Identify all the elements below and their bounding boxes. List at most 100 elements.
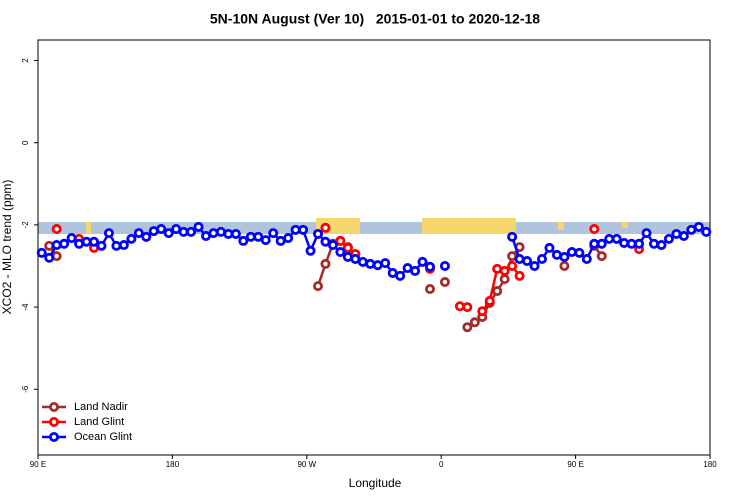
chart-title: 5N-10N August (Ver 10) 2015-01-01 to 202… bbox=[210, 11, 540, 27]
data-point bbox=[581, 254, 592, 265]
data-point bbox=[305, 245, 316, 256]
data-point bbox=[163, 228, 174, 239]
legend-label: Land Nadir bbox=[74, 401, 128, 413]
legend-marker bbox=[49, 401, 60, 412]
y-tick-label: -2 bbox=[21, 221, 30, 229]
data-point bbox=[126, 233, 137, 244]
data-point bbox=[477, 306, 488, 317]
data-point bbox=[619, 237, 630, 248]
data-point bbox=[320, 236, 331, 247]
data-point bbox=[186, 226, 197, 237]
y-tick-label: -6 bbox=[21, 385, 30, 393]
data-point bbox=[514, 270, 525, 281]
x-tick-label: 90 W bbox=[297, 460, 316, 469]
data-point bbox=[96, 240, 107, 251]
data-point bbox=[51, 240, 62, 251]
data-point bbox=[268, 228, 279, 239]
legend-marker bbox=[49, 416, 60, 427]
data-point bbox=[312, 228, 323, 239]
data-point bbox=[693, 221, 704, 232]
x-axis-label: Longitude bbox=[349, 476, 402, 490]
data-point bbox=[522, 256, 533, 267]
data-point bbox=[51, 224, 62, 235]
data-point bbox=[320, 222, 331, 233]
data-point bbox=[66, 233, 77, 244]
data-point bbox=[156, 224, 167, 235]
data-point bbox=[141, 231, 152, 242]
data-point bbox=[499, 265, 510, 276]
data-point bbox=[462, 302, 473, 313]
data-point bbox=[335, 235, 346, 246]
data-point bbox=[253, 231, 264, 242]
data-point bbox=[678, 230, 689, 241]
data-point bbox=[312, 281, 323, 292]
x-tick-label: 180 bbox=[703, 460, 717, 469]
x-tick-label: 180 bbox=[166, 460, 180, 469]
data-point bbox=[260, 235, 271, 246]
data-point bbox=[283, 233, 294, 244]
data-point bbox=[559, 260, 570, 271]
data-point bbox=[589, 224, 600, 235]
data-point bbox=[133, 228, 144, 239]
land-patch bbox=[558, 222, 564, 230]
data-point bbox=[417, 256, 428, 267]
legend-label: Ocean Glint bbox=[74, 431, 132, 443]
data-point bbox=[641, 228, 652, 239]
data-point bbox=[574, 247, 585, 258]
data-point bbox=[529, 260, 540, 271]
land-patch bbox=[86, 222, 91, 234]
data-point bbox=[111, 240, 122, 251]
data-point bbox=[611, 233, 622, 244]
data-point bbox=[36, 247, 47, 258]
data-point bbox=[335, 247, 346, 258]
data-point bbox=[320, 258, 331, 269]
data-point bbox=[663, 233, 674, 244]
y-tick-label: 2 bbox=[21, 58, 30, 63]
data-point bbox=[492, 286, 503, 297]
data-point bbox=[380, 258, 391, 269]
x-tick-label: 90 E bbox=[30, 460, 46, 469]
data-point bbox=[395, 270, 406, 281]
data-point bbox=[701, 226, 712, 237]
data-point bbox=[507, 231, 518, 242]
data-point bbox=[327, 240, 338, 251]
data-point bbox=[559, 251, 570, 262]
legend-label: Land Glint bbox=[74, 416, 124, 428]
data-point bbox=[439, 260, 450, 271]
y-axis-label: XCO2 - MLO trend (ppm) bbox=[0, 180, 14, 315]
data-point bbox=[208, 228, 219, 239]
data-point bbox=[596, 238, 607, 249]
data-point bbox=[649, 238, 660, 249]
data-point bbox=[596, 251, 607, 262]
data-point bbox=[469, 317, 480, 328]
legend-marker bbox=[49, 431, 60, 442]
data-point bbox=[59, 238, 70, 249]
data-point bbox=[365, 258, 376, 269]
data-point bbox=[44, 252, 55, 263]
data-point bbox=[634, 238, 645, 249]
data-point bbox=[89, 236, 100, 247]
data-point bbox=[499, 274, 510, 285]
data-point bbox=[424, 261, 435, 272]
data-point bbox=[230, 228, 241, 239]
land-patch bbox=[422, 218, 516, 234]
data-point bbox=[410, 265, 421, 276]
data-point bbox=[439, 277, 450, 288]
data-point bbox=[298, 224, 309, 235]
data-point bbox=[118, 240, 129, 251]
data-point bbox=[656, 240, 667, 251]
data-point bbox=[51, 251, 62, 262]
data-point bbox=[424, 283, 435, 294]
data-point bbox=[342, 242, 353, 253]
x-tick-label: 0 bbox=[439, 460, 444, 469]
data-point bbox=[537, 254, 548, 265]
data-point bbox=[484, 295, 495, 306]
data-point bbox=[462, 322, 473, 333]
data-point bbox=[507, 260, 518, 271]
data-point bbox=[193, 221, 204, 232]
data-point bbox=[566, 247, 577, 258]
data-point bbox=[103, 228, 114, 239]
y-tick-label: -4 bbox=[21, 303, 30, 311]
land-patch bbox=[622, 222, 628, 228]
